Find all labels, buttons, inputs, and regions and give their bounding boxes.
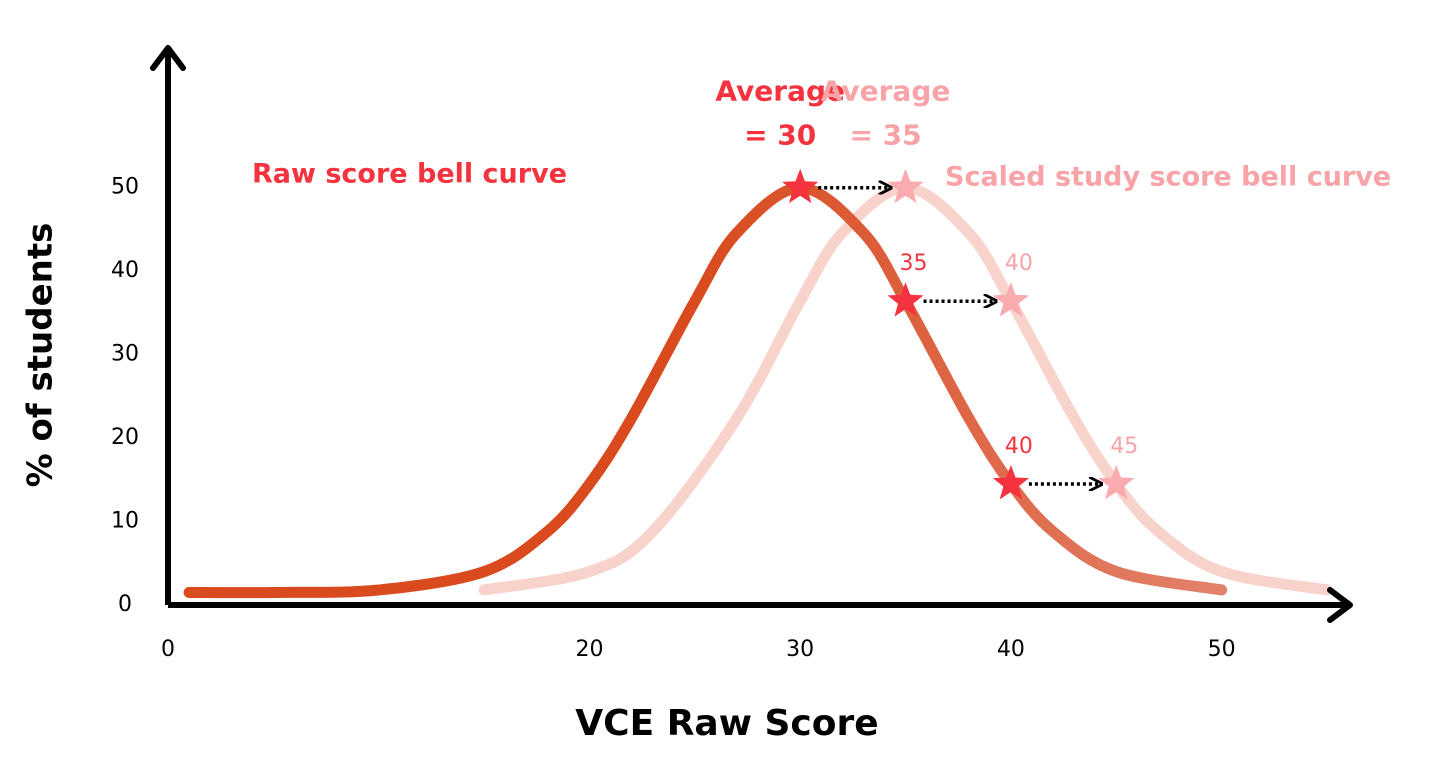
y-tick-label: 50 [111, 175, 139, 200]
star-marker [887, 168, 924, 204]
star-marker [992, 282, 1029, 317]
star-marker [887, 282, 924, 317]
x-tick-label: 0 [161, 637, 175, 662]
average-label: = 35 [849, 119, 921, 152]
star-label: 45 [1110, 434, 1138, 459]
star-marker [1098, 465, 1135, 500]
average-label: = 30 [744, 119, 816, 152]
x-tick-label: 30 [786, 637, 814, 662]
x-axis-title: VCE Raw Score [575, 703, 878, 744]
average-label: Average [821, 75, 951, 108]
curve-name: Scaled study score bell curve [945, 162, 1391, 193]
y-tick-label: 0 [118, 592, 132, 617]
star-marker [992, 465, 1029, 500]
y-tick-label: 20 [111, 425, 139, 450]
star-marker [782, 168, 819, 204]
y-tick-label: 40 [111, 258, 139, 283]
x-tick-label: 40 [997, 637, 1025, 662]
y-axis-title: % of students [21, 223, 61, 488]
average-label: Average [715, 75, 845, 108]
bell-curve [478, 182, 1333, 596]
x-tick-label: 50 [1208, 637, 1236, 662]
y-axis-arrow [150, 45, 186, 71]
star-label: 40 [1005, 434, 1033, 459]
curve-name: Raw score bell curve [252, 159, 567, 190]
bell-curve [183, 182, 1228, 599]
x-axis-arrow [1327, 587, 1353, 623]
y-tick-label: 10 [111, 509, 139, 534]
star-label: 35 [900, 251, 928, 276]
y-tick-label: 30 [111, 342, 139, 367]
star-label: 40 [1005, 251, 1033, 276]
x-tick-label: 20 [575, 637, 603, 662]
